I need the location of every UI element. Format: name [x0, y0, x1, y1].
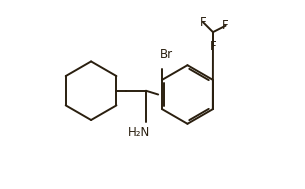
- Text: F: F: [222, 19, 229, 32]
- Text: F: F: [210, 40, 216, 53]
- Text: H₂N: H₂N: [128, 126, 150, 139]
- Text: Br: Br: [160, 48, 173, 61]
- Text: F: F: [200, 16, 206, 29]
